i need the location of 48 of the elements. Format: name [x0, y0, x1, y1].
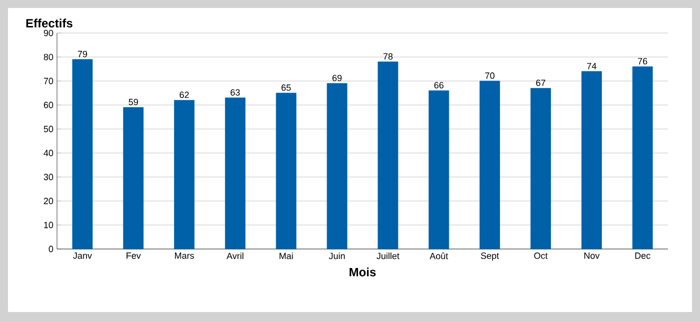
y-tick-label: 20 [44, 198, 54, 204]
data-label: 59 [128, 98, 138, 106]
bar [480, 80, 500, 250]
data-label: 78 [383, 53, 393, 60]
bar [225, 98, 246, 250]
x-tick-label: Oct [534, 252, 548, 259]
x-tick-label: Janv [73, 252, 92, 259]
y-tick-label: 30 [44, 174, 54, 180]
x-tick-label: Mars [175, 252, 194, 259]
data-label: 69 [332, 74, 342, 82]
x-axis-title: Mois [350, 268, 376, 276]
bar [632, 66, 653, 250]
bar [326, 83, 348, 250]
bar [72, 59, 93, 250]
data-label: 74 [587, 63, 596, 70]
data-label: 63 [230, 89, 240, 96]
y-tick-label: 60 [44, 102, 54, 108]
bar [530, 88, 551, 250]
x-tick-label: Avril [226, 252, 244, 260]
x-tick-label: Nov [584, 252, 600, 259]
bar [174, 100, 194, 250]
y-axis-title: Effectifs [26, 18, 72, 28]
y-tick-label: 80 [44, 54, 54, 60]
y-tick-label: 90 [44, 30, 54, 36]
y-tick-label: 50 [44, 126, 54, 132]
bar [581, 71, 602, 250]
x-tick-label: Juillet [376, 252, 400, 260]
y-tick-label: 10 [44, 222, 54, 228]
x-tick-label: Sept [480, 252, 499, 261]
data-label: 62 [180, 92, 189, 98]
y-tick-label: 40 [44, 150, 54, 156]
x-tick-label: Fev [126, 252, 141, 259]
data-label: 65 [282, 84, 291, 91]
x-tick-label: Août [430, 252, 448, 260]
y-tick-label: 70 [44, 78, 54, 84]
data-label: 76 [638, 58, 648, 64]
data-label: 66 [434, 82, 444, 88]
bar [378, 62, 398, 250]
x-tick-label: Dec [635, 252, 650, 259]
x-tick-label: Mai [280, 252, 293, 260]
y-tick-label: 0 [48, 246, 54, 252]
data-label: 79 [78, 50, 88, 58]
data-label: 67 [536, 80, 546, 86]
data-label: 70 [485, 72, 494, 79]
x-tick-label: Juin [328, 252, 345, 260]
bar [123, 107, 144, 250]
bar [276, 92, 296, 250]
bar [428, 90, 450, 250]
